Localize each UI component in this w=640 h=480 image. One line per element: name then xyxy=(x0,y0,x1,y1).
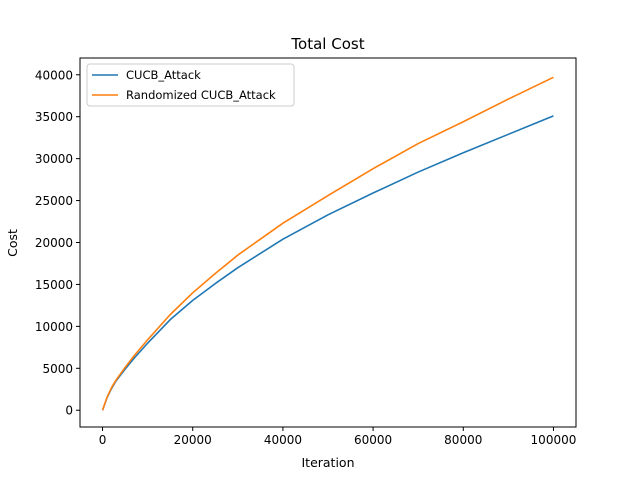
legend: CUCB_Attack Randomized CUCB_Attack xyxy=(86,63,295,107)
x-tick-label: 40000 xyxy=(264,433,302,447)
plot-frame xyxy=(79,57,577,428)
legend-box xyxy=(86,63,295,107)
y-tick-label: 5000 xyxy=(42,362,73,376)
x-tick-label: 80000 xyxy=(444,433,482,447)
chart-title: Total Cost xyxy=(290,35,364,53)
legend-label: Randomized CUCB_Attack xyxy=(126,88,276,102)
y-tick-label: 0 xyxy=(65,404,73,418)
y-tick-label: 35000 xyxy=(35,110,73,124)
y-tick-label: 25000 xyxy=(35,194,73,208)
x-tick-label: 20000 xyxy=(174,433,212,447)
axis-ticks-group: 0 20000 40000 60000 80000 100000 0 5000 10000 150… xyxy=(35,68,577,447)
legend-label: CUCB_Attack xyxy=(126,68,201,82)
y-tick-label: 15000 xyxy=(35,278,73,292)
y-tick-label: 30000 xyxy=(35,152,73,166)
y-tick-label: 10000 xyxy=(35,320,73,334)
x-tick-label: 60000 xyxy=(354,433,392,447)
y-axis-label: Cost xyxy=(5,229,20,257)
series-lines-group xyxy=(101,76,554,411)
y-tick-label: 40000 xyxy=(35,68,73,82)
series-line-1 xyxy=(101,76,554,411)
x-axis-label: Iteration xyxy=(301,455,354,470)
y-tick-label: 20000 xyxy=(35,236,73,250)
x-tick-label: 0 xyxy=(99,433,107,447)
x-tick-label: 100000 xyxy=(531,433,577,447)
